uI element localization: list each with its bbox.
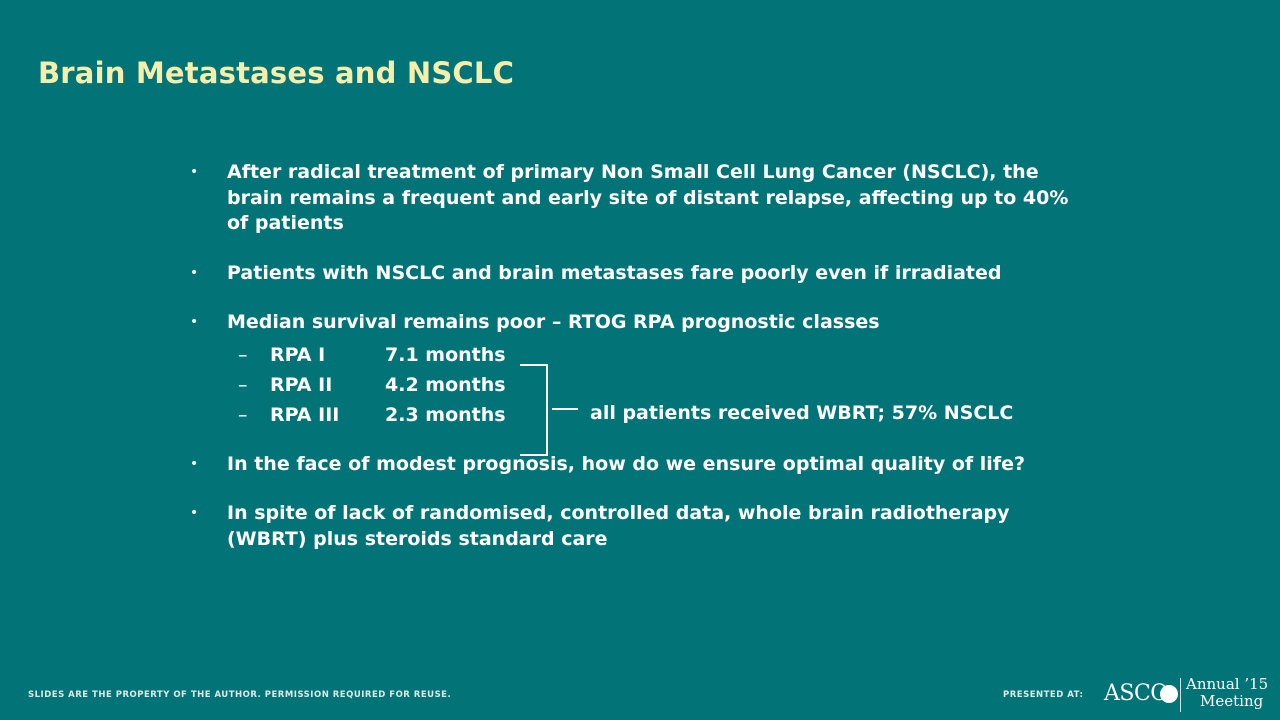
bracket-vertical-line [546,364,548,454]
asco-circle-icon [1160,685,1178,703]
bullet-item: • After radical treatment of primary Non… [190,160,1090,237]
rpa-label: RPA II [270,373,333,396]
bullet-item: • In spite of lack of randomised, contro… [190,501,1090,552]
rpa-row-1: – RPA I 7.1 months [190,340,1090,370]
logo-divider [1180,678,1181,712]
bracket-middle-line [552,408,578,410]
sub-dash: – [238,403,248,426]
bracket-bottom-line [520,454,548,456]
bracket-note: all patients received WBRT; 57% NSCLC [590,402,1014,424]
slide-content: • After radical treatment of primary Non… [190,160,1090,552]
bullet-dot: • [190,264,199,281]
bullet-dot: • [190,505,199,521]
bullet-item: • In the face of modest prognosis, how d… [190,452,1090,478]
rpa-months: 7.1 months [385,343,506,366]
presented-at-label: PRESENTED AT: [1003,690,1084,700]
bracket-top-line [520,364,548,366]
bullet-dot: • [190,314,199,330]
bullet-text: Median survival remains poor – RTOG RPA … [227,311,880,333]
slide-title: Brain Metastases and NSCLC [38,56,515,90]
bullet-text: After radical treatment of primary Non S… [227,161,1069,234]
rpa-row-2: – RPA II 4.2 months [190,370,1090,400]
bullet-dot: • [190,455,199,472]
bullet-item: • Patients with NSCLC and brain metastas… [190,261,1090,287]
bullet-text: Patients with NSCLC and brain metastases… [227,261,1002,284]
rpa-label: RPA III [270,403,340,426]
logo-annual-text: Annual ’15 [1186,675,1269,693]
logo-meeting-text: Meeting [1200,692,1264,710]
rpa-label: RPA I [270,343,326,366]
sub-dash: – [238,343,248,366]
bullet-item: • Median survival remains poor – RTOG RP… [190,310,1090,336]
sub-dash: – [238,373,248,396]
rpa-months: 4.2 months [385,373,506,396]
rpa-months: 2.3 months [385,403,506,426]
bullet-text: In the face of modest prognosis, how do … [227,452,1025,475]
asco-logo-text: ASCO [1104,681,1168,706]
rpa-row-3: – RPA III 2.3 months [190,400,1090,430]
bullet-dot: • [190,164,199,180]
footer-disclaimer: SLIDES ARE THE PROPERTY OF THE AUTHOR. P… [28,690,452,700]
bullet-text: In spite of lack of randomised, controll… [227,502,1010,550]
